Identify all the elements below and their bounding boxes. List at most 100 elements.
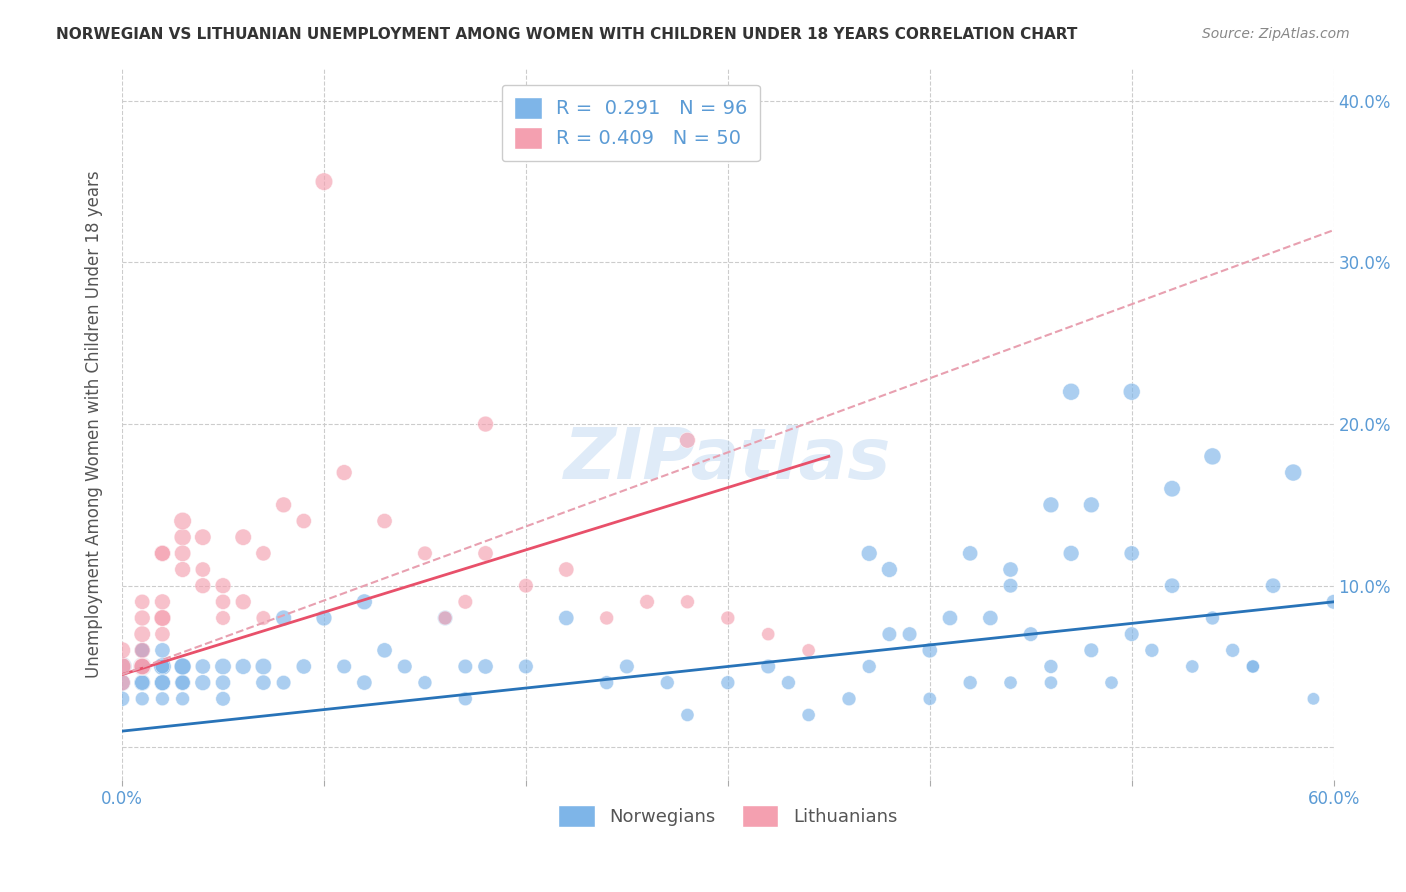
Point [111,659,134,673]
Point [515,579,537,593]
Point [1039,675,1062,690]
Point [1060,384,1083,399]
Point [152,675,174,690]
Point [756,659,779,673]
Point [152,659,174,673]
Point [131,659,153,673]
Point [172,546,194,560]
Point [191,659,214,673]
Point [152,627,174,641]
Point [172,659,194,673]
Point [131,643,153,657]
Point [374,514,396,528]
Point [1121,384,1143,399]
Point [756,627,779,641]
Point [333,466,356,480]
Point [1241,659,1264,673]
Point [152,611,174,625]
Point [1241,659,1264,673]
Point [1060,546,1083,560]
Point [858,659,880,673]
Point [454,691,477,706]
Point [111,675,134,690]
Point [131,659,153,673]
Point [1261,579,1284,593]
Point [1039,659,1062,673]
Point [1161,482,1184,496]
Point [1282,466,1305,480]
Point [212,691,235,706]
Point [879,627,901,641]
Point [191,579,214,593]
Point [353,675,375,690]
Point [1121,627,1143,641]
Point [252,659,274,673]
Point [879,562,901,576]
Point [676,434,699,448]
Point [1222,643,1244,657]
Legend: Norwegians, Lithuanians: Norwegians, Lithuanians [551,798,904,835]
Point [131,659,153,673]
Point [131,643,153,657]
Point [374,643,396,657]
Point [1000,675,1022,690]
Point [191,530,214,544]
Point [131,643,153,657]
Point [939,611,962,625]
Point [797,708,820,723]
Point [434,611,457,625]
Point [172,675,194,690]
Point [152,546,174,560]
Point [1161,579,1184,593]
Text: Source: ZipAtlas.com: Source: ZipAtlas.com [1202,27,1350,41]
Point [252,611,274,625]
Point [111,675,134,690]
Point [1201,611,1223,625]
Point [111,659,134,673]
Point [131,675,153,690]
Point [152,659,174,673]
Point [1181,659,1204,673]
Point [555,562,578,576]
Point [959,546,981,560]
Point [413,546,436,560]
Point [595,611,617,625]
Point [232,530,254,544]
Point [717,675,740,690]
Point [898,627,921,641]
Point [1039,498,1062,512]
Point [858,546,880,560]
Point [474,659,496,673]
Point [172,675,194,690]
Text: NORWEGIAN VS LITHUANIAN UNEMPLOYMENT AMONG WOMEN WITH CHILDREN UNDER 18 YEARS CO: NORWEGIAN VS LITHUANIAN UNEMPLOYMENT AMO… [56,27,1077,42]
Point [1080,498,1102,512]
Point [434,611,457,625]
Point [353,595,375,609]
Point [172,514,194,528]
Point [918,691,941,706]
Point [212,595,235,609]
Point [676,708,699,723]
Point [191,562,214,576]
Point [152,659,174,673]
Point [918,643,941,657]
Point [413,675,436,690]
Point [333,659,356,673]
Point [454,595,477,609]
Point [152,546,174,560]
Point [252,675,274,690]
Point [1140,643,1163,657]
Text: ZIPatlas: ZIPatlas [564,425,891,494]
Point [172,659,194,673]
Point [232,659,254,673]
Point [657,675,679,690]
Point [1121,546,1143,560]
Point [979,611,1001,625]
Point [252,546,274,560]
Point [131,659,153,673]
Point [191,675,214,690]
Point [778,675,800,690]
Point [131,659,153,673]
Point [717,611,740,625]
Point [111,691,134,706]
